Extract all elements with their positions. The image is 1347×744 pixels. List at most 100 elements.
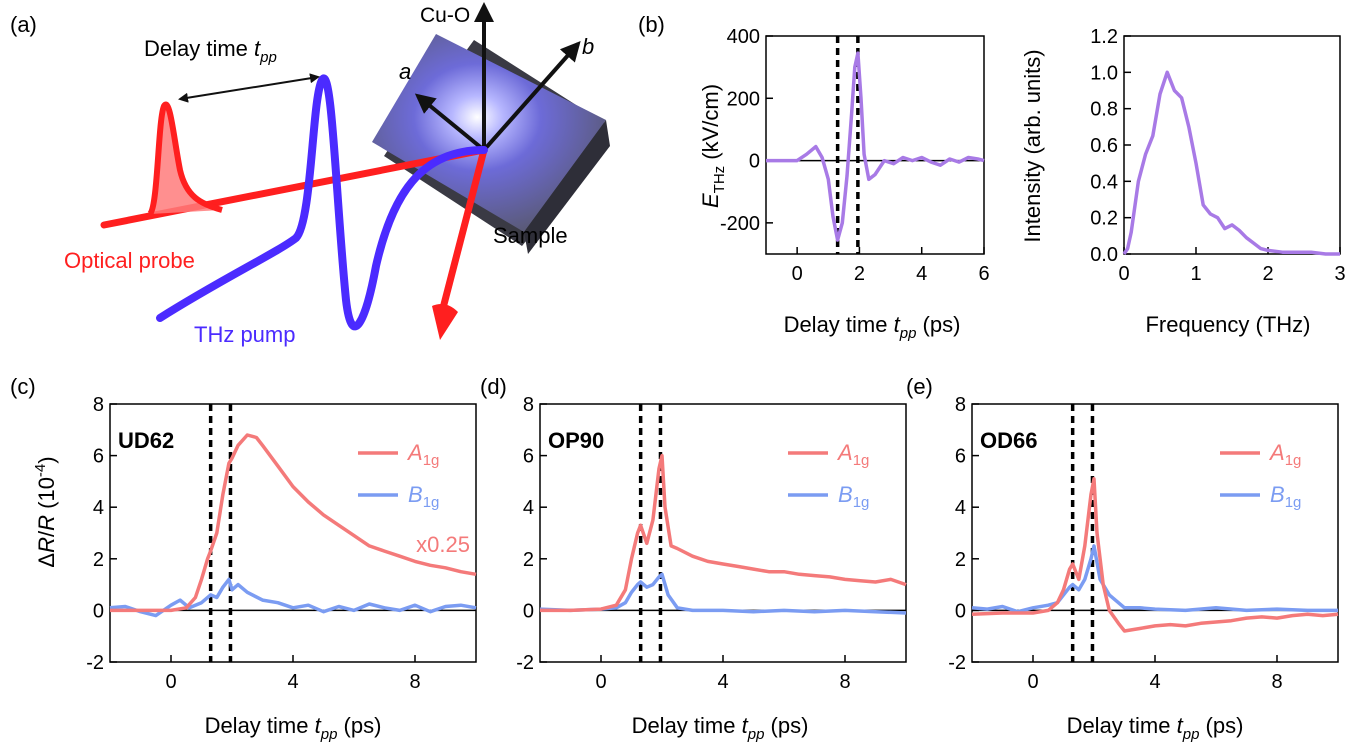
legend-label-a1g: A1g [1268, 440, 1301, 469]
series-line-A1g [540, 453, 907, 613]
legend-label-b1g: B1g [1270, 482, 1301, 511]
y-tick-label: -2 [948, 652, 966, 674]
legend-b-letter: B [408, 482, 423, 507]
y-tick-label: 4 [523, 497, 534, 519]
y-tick-label: 0.6 [1090, 135, 1118, 157]
plot-frame [765, 35, 985, 255]
x-tick-label: 0 [1118, 263, 1129, 285]
legend-a-letter: A [406, 440, 423, 465]
x-tick-label: 4 [1149, 671, 1160, 693]
y-tick-label: -2 [516, 652, 534, 674]
legend-label-a1g: A1g [406, 440, 439, 469]
series-line-B1g [971, 544, 1338, 614]
y-tick-label: 2 [93, 549, 104, 571]
panel-label-b: (b) [638, 12, 665, 37]
legend-a-sub: 1g [1285, 452, 1302, 469]
b-spectrum-xlabel: Frequency (THz) [1145, 312, 1310, 337]
axis-a-label: a [399, 59, 411, 84]
sample-face [372, 34, 606, 232]
x-tick-label: 4 [717, 671, 728, 693]
y-tick-label: 0.2 [1090, 208, 1118, 230]
x-tick-label: 3 [1334, 263, 1345, 285]
probe-pulse [147, 101, 223, 217]
probe-arrow-head [432, 304, 458, 340]
panel-a-schematic: (a) Cu-O a b Sample Delay time tpp Optic… [10, 2, 610, 347]
y-tick-label: 8 [523, 394, 534, 416]
c-xlabel: Delay time tpp (ps) [205, 713, 382, 743]
x-tick-label: 2 [1262, 263, 1273, 285]
sample-label: OD66 [980, 428, 1037, 453]
y-tick-label: 400 [727, 26, 760, 48]
y-tick-label: 1.2 [1090, 26, 1118, 48]
b-field-xlabel: Delay time tpp (ps) [784, 312, 961, 342]
thz-pump-beam [156, 74, 488, 331]
legend-label-b1g: B1g [838, 482, 869, 511]
panel-label-e: (e) [906, 374, 933, 399]
y-tick-label: 0.8 [1090, 99, 1118, 121]
y-tick-label: 2 [955, 549, 966, 571]
d-xlabel: Delay time tpp (ps) [632, 713, 809, 743]
series-line-E_THz [766, 51, 985, 242]
legend-a-letter: A [1268, 440, 1285, 465]
y-tick-label: 8 [955, 394, 966, 416]
x-tick-label: 0 [595, 671, 606, 693]
legend-a-letter: A [836, 440, 853, 465]
y-tick-label: 8 [93, 394, 104, 416]
x-tick-label: 4 [916, 263, 927, 285]
x-tick-label: 0 [792, 263, 803, 285]
legend-a-sub: 1g [423, 452, 440, 469]
b-field-ylabel: ETHz (kV/cm) [698, 84, 728, 208]
series-line-spectrum [1122, 70, 1340, 256]
legend-b-letter: B [838, 482, 853, 507]
scale-annotation: x0.25 [416, 532, 470, 557]
x-tick-label: 8 [839, 671, 850, 693]
x-tick-label: 1 [1190, 263, 1201, 285]
x-tick-label: 8 [1271, 671, 1282, 693]
sample-label: OP90 [548, 428, 604, 453]
axis-b-arrow [482, 41, 581, 152]
delay-arrow [178, 73, 320, 103]
axis-b-label: b [582, 34, 594, 59]
sample-label: UD62 [118, 428, 174, 453]
axis-cuo-label: Cu-O [420, 4, 470, 27]
y-tick-label: 4 [955, 497, 966, 519]
x-tick-label: 6 [978, 263, 989, 285]
chart-b-field: 0 2 4 6 -200 0 200 400 [720, 26, 990, 285]
y-tick-label: 6 [523, 446, 534, 468]
sample-label: Sample [493, 223, 568, 248]
plot-frame [1123, 35, 1341, 255]
sample-block [372, 34, 610, 254]
series-line-A1g [110, 433, 477, 613]
y-tick-label: 4 [93, 497, 104, 519]
legend-b-sub: 1g [1285, 494, 1302, 511]
y-tick-label: 0 [523, 600, 534, 622]
y-tick-label: 0.4 [1090, 171, 1118, 193]
y-tick-label: -2 [86, 652, 104, 674]
b-spectrum-ylabel: Intensity (arb. units) [1020, 49, 1045, 242]
probe-beam-out [438, 149, 488, 313]
e-xlabel: Delay time tpp (ps) [1067, 713, 1244, 743]
legend-a-sub: 1g [853, 452, 870, 469]
legend-b-sub: 1g [853, 494, 870, 511]
x-tick-label: 2 [854, 263, 865, 285]
y-tick-label: 0.0 [1090, 244, 1118, 266]
series-line-B1g [109, 577, 477, 618]
pump-label: THz pump [194, 322, 295, 347]
y-tick-label: 200 [727, 88, 760, 110]
y-tick-label: -200 [720, 213, 760, 235]
chart-b-spectrum: 0 1 2 3 0.0 0.2 0.4 0.6 0.8 1.0 1.2 [1090, 26, 1345, 285]
panel-label-a: (a) [10, 12, 37, 37]
series-line-B1g [539, 572, 907, 615]
y-tick-label: 1.0 [1090, 62, 1118, 84]
y-tick-label: 0 [955, 600, 966, 622]
series-line-A1g [971, 477, 1339, 633]
probe-label: Optical probe [64, 248, 195, 273]
y-tick-label: 0 [749, 151, 760, 173]
legend-b-sub: 1g [423, 494, 440, 511]
y-tick-label: 6 [955, 446, 966, 468]
x-tick-label: 8 [409, 671, 420, 693]
